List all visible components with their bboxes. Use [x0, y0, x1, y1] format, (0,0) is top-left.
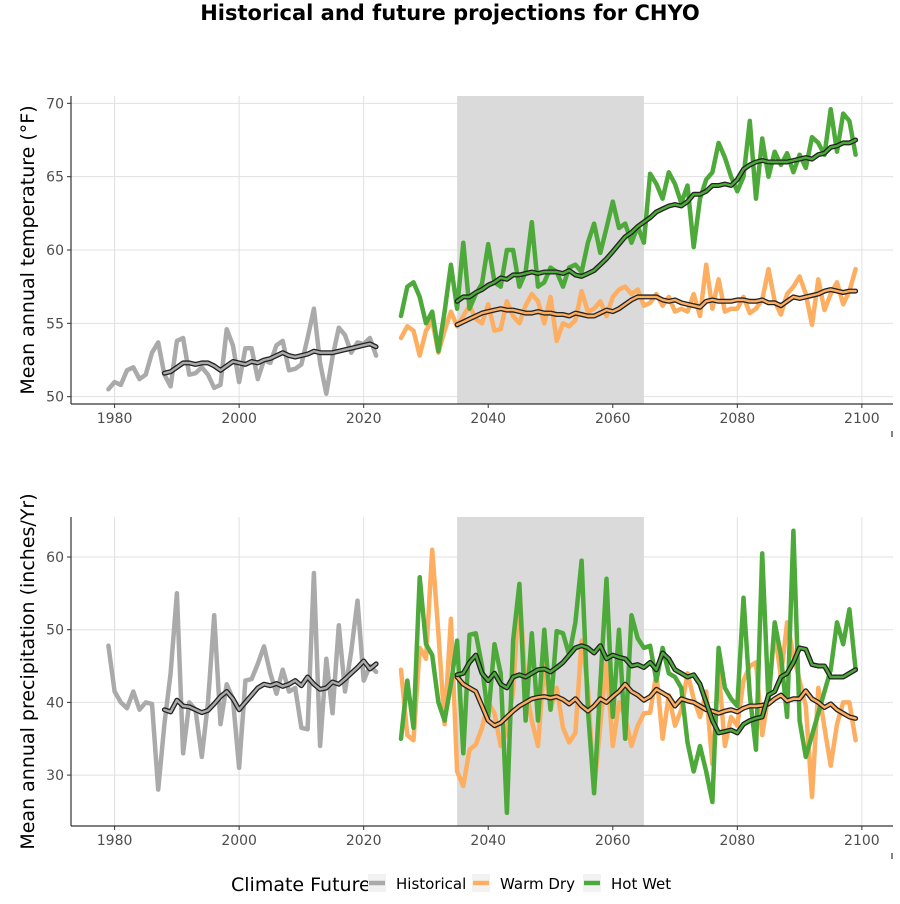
legend-title: Climate Future [231, 874, 371, 896]
series-line [398, 528, 858, 816]
moving-average-line [455, 675, 857, 727]
y-tick-label: 60 [46, 550, 64, 566]
x-tick-label: 2040 [470, 411, 506, 427]
precipitation-panel: 1980 2000 2020 2040 2060 2080 2100 30 40 50 60 Mean… [17, 493, 893, 859]
x-tick-label: 2020 [346, 833, 382, 849]
x-tick-label: 1980 [97, 411, 133, 427]
moving-average-line [163, 659, 378, 714]
y-tick-label: 70 [46, 96, 64, 112]
x-tick-label: 2080 [719, 411, 755, 427]
x-tick-label: 1980 [97, 833, 133, 849]
x-tick-label: 2040 [470, 833, 506, 849]
y-tick-label: 65 [46, 170, 64, 186]
y-tick-label: 30 [46, 768, 64, 784]
y-tick-label: 60 [46, 243, 64, 259]
temperature-panel: 1980 2000 2020 2040 2060 2080 2100 50 55 60 65 70 Me… [17, 96, 893, 437]
x-tick-label: 2000 [221, 833, 257, 849]
moving-average-line [455, 644, 857, 735]
chart-title: Historical and future projections for CH… [200, 1, 700, 25]
y-axis-label: Mean annual precipitation (inches/Yr) [17, 493, 39, 849]
legend-label: Hot Wet [611, 875, 671, 893]
series-line [398, 262, 858, 358]
y-axis-label: Mean annual temperature (°F) [17, 105, 39, 394]
moving-average-line [163, 342, 378, 375]
moving-average-line [455, 288, 857, 326]
legend-label: Historical [396, 875, 466, 893]
x-tick-label: 2060 [595, 411, 631, 427]
y-tick-label: 50 [46, 390, 64, 406]
series-line [106, 570, 379, 792]
y-tick-label: 40 [46, 695, 64, 711]
x-tick-label: 2100 [844, 411, 880, 427]
x-tick-label: 2000 [221, 411, 257, 427]
x-tick-label: 2060 [595, 833, 631, 849]
moving-average-line [455, 138, 857, 303]
legend-items: Historical Warm Dry Hot Wet [368, 874, 671, 893]
series-line [398, 547, 858, 800]
legend: Climate Future Historical Warm Dry Hot Wet [231, 874, 671, 896]
legend-label: Warm Dry [500, 875, 575, 893]
y-tick-label: 50 [46, 623, 64, 639]
x-tick-label: 2100 [844, 833, 880, 849]
y-tick-label: 55 [46, 316, 64, 332]
x-tick-label: 2080 [719, 833, 755, 849]
x-tick-label: 2020 [346, 411, 382, 427]
